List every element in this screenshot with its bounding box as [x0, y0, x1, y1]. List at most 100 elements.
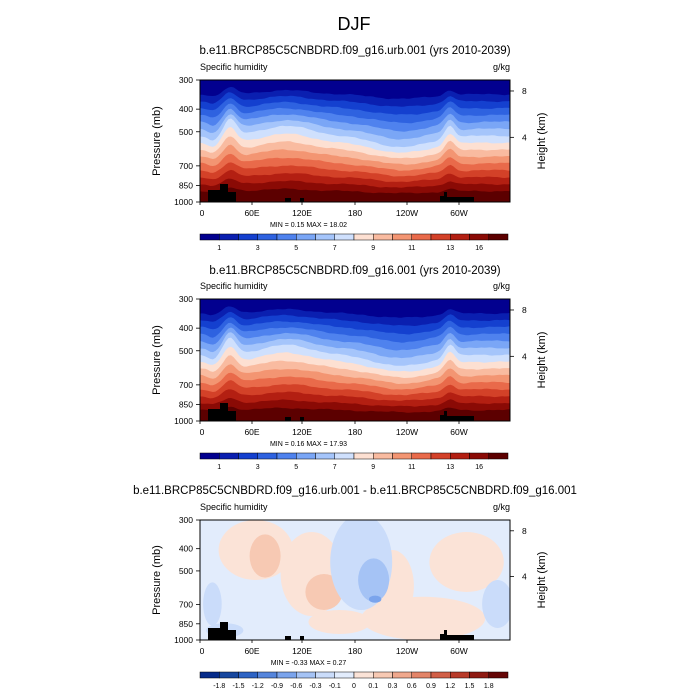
x-tick-label: 120W	[396, 646, 418, 656]
colorbar-label: 7	[333, 245, 337, 252]
x-tick-label: 120W	[396, 427, 418, 437]
panel-3: b.e11.BRCP85C5CNBDRD.f09_g16.urb.001 - b…	[133, 485, 577, 690]
anomaly-blob	[482, 580, 510, 628]
contour-field	[200, 520, 510, 640]
colorbar-cell	[469, 671, 489, 679]
x-tick-label: 60W	[450, 427, 467, 437]
colorbar-cell	[450, 233, 470, 241]
terrain	[300, 417, 304, 421]
colorbar-label: 11	[408, 464, 415, 471]
contour-level-15	[200, 406, 510, 421]
colorbar-cell	[276, 671, 297, 679]
colorbar-cell	[315, 671, 335, 679]
y-tick-label: 1000	[174, 416, 193, 426]
y-axis-label: Pressure (mb)	[151, 325, 163, 395]
contour-field	[200, 80, 510, 202]
colorbar-cell	[315, 452, 335, 460]
colorbar-label: 0.1	[368, 683, 378, 690]
y2-tick-label: 4	[522, 351, 527, 361]
colorbar-label: 1.2	[445, 683, 455, 690]
colorbar-cell	[353, 233, 374, 241]
y-tick-label: 300	[179, 294, 193, 304]
colorbar-cell	[411, 233, 432, 241]
panel-2: b.e11.BRCP85C5CNBDRD.f09_g16.001 (yrs 20…	[151, 265, 548, 471]
colorbar-label: -1.5	[232, 683, 244, 690]
colorbar-cell	[199, 452, 220, 460]
x-tick-label: 60E	[244, 427, 259, 437]
terrain	[226, 630, 236, 640]
y2-tick-label: 8	[522, 526, 527, 536]
colorbar-cell	[469, 233, 489, 241]
colorbar-cell	[430, 671, 451, 679]
colorbar-cell	[450, 452, 470, 460]
y-tick-label: 700	[179, 599, 193, 609]
colorbar-label: 5	[294, 464, 298, 471]
colorbar-cell	[392, 452, 412, 460]
y-tick-label: 700	[179, 380, 193, 390]
y-tick-label: 700	[179, 161, 193, 171]
y2-tick-label: 4	[522, 571, 527, 581]
contour-level-15	[200, 187, 510, 202]
colorbar-cell	[276, 452, 297, 460]
y-tick-label: 300	[179, 515, 193, 525]
colorbar-cell	[276, 233, 297, 241]
colorbar-label: 16	[475, 464, 483, 471]
anomaly-blob	[249, 534, 281, 578]
x-tick-label: 0	[200, 208, 205, 218]
colorbar-cell	[373, 233, 393, 241]
colorbar-cell	[199, 233, 220, 241]
panel-units-label: g/kg	[493, 62, 510, 72]
colorbar-cell	[257, 233, 278, 241]
colorbar-label: 13	[446, 245, 454, 252]
panel-left-label: Specific humidity	[200, 281, 268, 291]
terrain	[446, 635, 474, 640]
colorbar-cell	[334, 671, 355, 679]
colorbar-cell	[488, 233, 509, 241]
x-tick-label: 180	[348, 646, 362, 656]
y-tick-label: 400	[179, 104, 193, 114]
y-tick-label: 500	[179, 566, 193, 576]
x-tick-label: 180	[348, 208, 362, 218]
y-tick-label: 500	[179, 127, 193, 137]
colorbar-cell	[219, 233, 239, 241]
terrain	[285, 417, 291, 421]
colorbar-cell	[488, 452, 509, 460]
x-tick-label: 60W	[450, 208, 467, 218]
colorbar-cell	[392, 671, 412, 679]
y-tick-label: 400	[179, 544, 193, 554]
x-tick-label: 60E	[244, 208, 259, 218]
terrain	[444, 630, 447, 640]
terrain	[220, 184, 228, 202]
y-tick-label: 850	[179, 400, 193, 410]
x-tick-label: 120E	[292, 427, 312, 437]
colorbar-cell	[257, 671, 278, 679]
panel-units-label: g/kg	[493, 502, 510, 512]
colorbar-label: 11	[408, 245, 415, 252]
colorbar-label: 7	[333, 464, 337, 471]
y2-axis-label: Height (km)	[536, 332, 548, 389]
colorbar-cell	[238, 671, 258, 679]
figure-title: DJF	[338, 14, 371, 34]
colorbar-label: 5	[294, 245, 298, 252]
colorbar-label: -0.3	[309, 683, 321, 690]
terrain	[300, 198, 304, 202]
x-tick-label: 120E	[292, 646, 312, 656]
y2-tick-label: 8	[522, 86, 527, 96]
colorbar-cell	[392, 233, 412, 241]
colorbar-label: 1	[217, 245, 221, 252]
terrain	[226, 411, 236, 421]
y-axis-label: Pressure (mb)	[151, 545, 163, 615]
colorbar-cell	[373, 452, 393, 460]
colorbar-cell	[219, 452, 239, 460]
terrain	[440, 196, 446, 202]
x-tick-label: 120E	[292, 208, 312, 218]
colorbar-cell	[199, 671, 220, 679]
panel-1: b.e11.BRCP85C5CNBDRD.f09_g16.urb.001 (yr…	[151, 45, 548, 252]
terrain	[446, 416, 474, 421]
panel-units-label: g/kg	[493, 281, 510, 291]
colorbar-cell	[430, 452, 451, 460]
terrain	[440, 415, 446, 421]
y2-tick-label: 4	[522, 132, 527, 142]
colorbar-label: 0.6	[407, 683, 417, 690]
